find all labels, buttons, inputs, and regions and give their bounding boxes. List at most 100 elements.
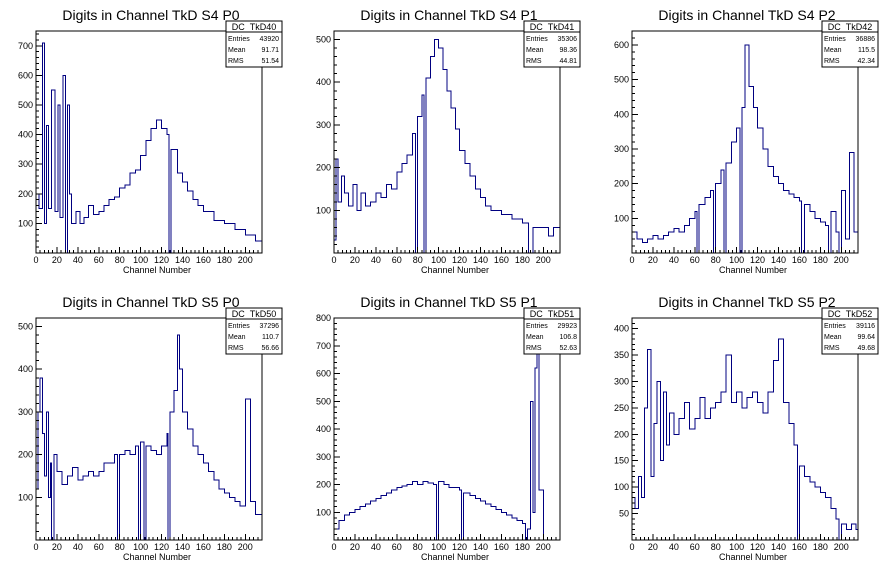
x-axis-title: Channel Number [123, 552, 191, 562]
y-tick-label: 400 [18, 364, 33, 374]
x-tick-label: 60 [392, 542, 402, 552]
y-tick-label: 600 [316, 369, 331, 379]
y-tick-label: 100 [18, 218, 33, 228]
x-tick-label: 20 [648, 542, 658, 552]
x-tick-label: 100 [133, 542, 148, 552]
x-tick-label: 100 [431, 255, 446, 265]
x-tick-label: 120 [452, 542, 467, 552]
stats-mean-value: 110.7 [262, 334, 279, 341]
x-tick-label: 0 [629, 542, 634, 552]
stats-mean-label: Mean [228, 47, 246, 54]
stats-rms-label: RMS [824, 345, 840, 352]
x-tick-label: 140 [473, 255, 488, 265]
stats-rms-label: RMS [526, 58, 542, 65]
x-tick-label: 120 [452, 255, 467, 265]
stats-mean-label: Mean [526, 334, 544, 341]
y-tick-label: 100 [614, 213, 629, 223]
y-tick-label: 300 [18, 159, 33, 169]
x-tick-label: 100 [431, 542, 446, 552]
stats-box-frame [523, 307, 581, 355]
stats-entries-label: Entries [824, 323, 846, 330]
x-tick-label: 80 [413, 542, 423, 552]
stats-entries-label: Entries [526, 36, 548, 43]
x-tick-label: 160 [792, 255, 807, 265]
histogram-line [36, 334, 263, 541]
stats-entries-value: 35306 [558, 36, 578, 43]
stats-mean-label: Mean [824, 47, 842, 54]
x-tick-label: 160 [792, 542, 807, 552]
stats-entries-label: Entries [824, 36, 846, 43]
x-tick-label: 200 [834, 542, 849, 552]
y-tick-label: 400 [614, 109, 629, 119]
x-tick-label: 140 [473, 542, 488, 552]
stats-rms-value: 51.54 [261, 58, 279, 65]
y-tick-label: 600 [18, 70, 33, 80]
stats-name: DC_TkD51 [530, 309, 575, 319]
stats-rms-value: 56.66 [261, 345, 279, 352]
y-tick-label: 500 [614, 75, 629, 85]
y-tick-label: 400 [316, 77, 331, 87]
histogram-plot: Digits in Channel TkD S5 P2 0 20 40 60 80 100 1… [614, 294, 879, 562]
x-tick-label: 0 [629, 255, 634, 265]
x-tick-label: 140 [175, 542, 190, 552]
histogram-line [36, 42, 263, 254]
y-tick-label: 500 [18, 100, 33, 110]
y-tick-label: 300 [316, 452, 331, 462]
y-tick-label: 400 [18, 130, 33, 140]
x-tick-label: 140 [771, 542, 786, 552]
stats-entries-label: Entries [526, 323, 548, 330]
y-tick-label: 200 [316, 163, 331, 173]
histogram-plot: Digits in Channel TkD S5 P1 0 20 40 60 80 100 1… [316, 294, 581, 562]
stats-rms-value: 42.34 [857, 58, 875, 65]
stats-entries-label: Entries [228, 36, 250, 43]
y-tick-label: 250 [614, 403, 629, 413]
x-tick-label: 60 [690, 542, 700, 552]
stats-name: DC_TkD41 [530, 22, 575, 32]
x-tick-label: 100 [133, 255, 148, 265]
stats-mean-label: Mean [228, 334, 246, 341]
histogram-line [632, 338, 858, 541]
x-tick-label: 160 [494, 255, 509, 265]
x-tick-label: 180 [217, 542, 232, 552]
x-tick-label: 20 [648, 255, 658, 265]
stats-box: DC_TkD41 Entries 35306 Mean 98.36 RMS 44.81 [523, 20, 581, 68]
x-tick-label: 120 [750, 542, 765, 552]
y-tick-label: 100 [614, 482, 629, 492]
x-axis-title: Channel Number [123, 265, 191, 275]
y-tick-label: 200 [316, 480, 331, 490]
x-tick-label: 60 [94, 542, 104, 552]
histogram-plot: Digits in Channel TkD S4 P1 0 20 40 60 80 100 1… [316, 7, 581, 275]
y-tick-label: 500 [316, 396, 331, 406]
stats-name: DC_TkD40 [232, 22, 277, 32]
x-tick-label: 80 [115, 542, 125, 552]
stats-box: DC_TkD50 Entries 37296 Mean 110.7 RMS 56.66 [225, 307, 283, 355]
stats-box-frame [821, 20, 879, 68]
y-tick-label: 400 [614, 324, 629, 334]
histogram-panel-tkd-s4-p1: Digits in Channel TkD S4 P1 0 20 40 60 80 100 1… [298, 0, 596, 287]
x-tick-label: 0 [33, 542, 38, 552]
x-tick-label: 60 [690, 255, 700, 265]
y-tick-label: 500 [18, 322, 33, 332]
x-axis-title: Channel Number [719, 552, 787, 562]
stats-mean-label: Mean [824, 334, 842, 341]
x-tick-label: 0 [33, 255, 38, 265]
histogram-panel-tkd-s4-p0: Digits in Channel TkD S4 P0 0 20 40 60 80 100 1… [0, 0, 298, 287]
x-tick-label: 120 [154, 542, 169, 552]
y-tick-label: 200 [18, 450, 33, 460]
x-tick-label: 40 [669, 542, 679, 552]
plot-title: Digits in Channel TkD S4 P1 [360, 7, 537, 23]
x-tick-label: 20 [350, 542, 360, 552]
plot-title: Digits in Channel TkD S5 P2 [658, 294, 835, 310]
stats-entries-value: 29923 [558, 323, 578, 330]
stats-entries-label: Entries [228, 323, 250, 330]
stats-box: DC_TkD40 Entries 43920 Mean 91.71 RMS 51.54 [225, 20, 283, 68]
x-tick-label: 40 [73, 255, 83, 265]
x-tick-label: 0 [331, 542, 336, 552]
x-tick-label: 140 [771, 255, 786, 265]
stats-rms-label: RMS [526, 345, 542, 352]
stats-entries-value: 37296 [260, 323, 280, 330]
histogram-panel-tkd-s5-p1: Digits in Channel TkD S5 P1 0 20 40 60 80 100 1… [298, 287, 596, 574]
stats-box: DC_TkD42 Entries 36886 Mean 115.5 RMS 42.34 [821, 20, 879, 68]
stats-mean-label: Mean [526, 47, 544, 54]
x-tick-label: 60 [94, 255, 104, 265]
